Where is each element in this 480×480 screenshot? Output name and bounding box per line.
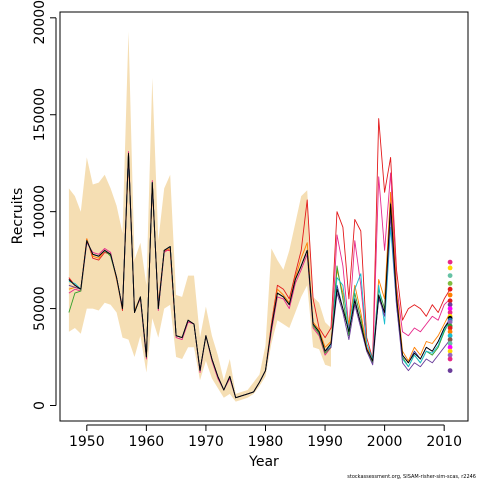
end-point-19 (447, 337, 453, 342)
plot-area (68, 31, 453, 402)
x-tick-label: 1970 (188, 434, 224, 450)
y-tick-label: 200000 (32, 0, 48, 45)
end-point-22 (447, 348, 453, 354)
credit-text: stockassessment.org, SISAM-risher-sim-sc… (347, 474, 476, 480)
plot-frame (59, 11, 469, 422)
x-tick-label: 1980 (248, 434, 284, 450)
y-tick-label: 100000 (32, 185, 48, 238)
end-point-10 (447, 310, 453, 315)
end-point-7 (447, 298, 453, 304)
end-point-6 (447, 292, 453, 298)
end-point-24 (447, 356, 453, 362)
end-point-17 (447, 329, 453, 335)
y-tick-label: 0 (32, 401, 48, 410)
end-point-20 (447, 341, 453, 346)
end-point-9 (447, 306, 453, 311)
end-point-8 (447, 302, 453, 308)
end-point-16 (447, 325, 453, 331)
y-tick-label: 50000 (32, 286, 48, 331)
end-point-2 (447, 265, 453, 271)
y-axis-title: Recruits (10, 188, 26, 245)
series-line-8 (68, 153, 451, 399)
end-point-1 (447, 259, 453, 265)
end-point-25 (447, 368, 453, 373)
x-tick-label: 2000 (367, 434, 403, 450)
x-tick-label: 2010 (426, 434, 462, 450)
x-tick-label: 1960 (129, 434, 165, 450)
end-point-21 (447, 344, 453, 350)
x-axis-title: Year (248, 454, 279, 470)
x-tick-label: 1950 (69, 434, 105, 450)
end-point-3 (447, 273, 453, 278)
end-point-18 (447, 333, 453, 339)
end-point-14 (447, 319, 453, 325)
x-axis: 1950 1960 1970 1980 1990 2000 2010 (69, 424, 462, 450)
end-point-23 (447, 352, 453, 358)
end-point-5 (447, 286, 453, 292)
x-tick-label: 1990 (307, 434, 343, 450)
end-point-4 (447, 281, 453, 286)
y-tick-label: 150000 (32, 88, 48, 141)
y-axis: 0 50000 100000 150000 200000 (32, 0, 57, 410)
